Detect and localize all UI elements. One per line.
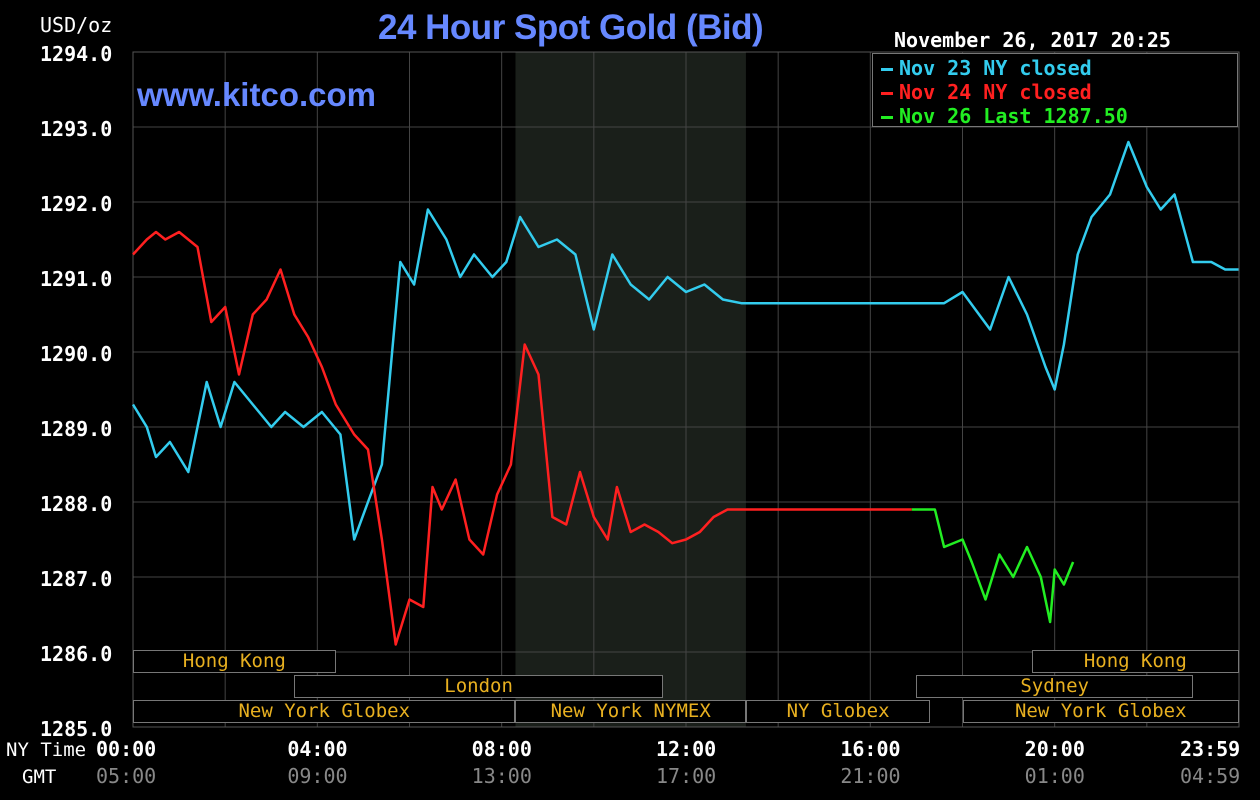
chart-title: 24 Hour Spot Gold (Bid) — [378, 8, 764, 47]
y-tick-label: 1287.0 — [40, 567, 113, 591]
x-tick-label-gmt: 17:00 — [656, 764, 717, 788]
y-tick-label: 1291.0 — [40, 267, 113, 291]
legend-item-nov23: Nov 23 NY closed — [881, 56, 1092, 80]
y-tick-label: 1285.0 — [40, 717, 113, 741]
x-tick-label-gmt: 04:59 — [1180, 764, 1241, 788]
session-ny-globex: NY Globex — [745, 700, 931, 723]
session-hong-kong: Hong Kong — [133, 650, 336, 673]
y-tick-label: 1293.0 — [40, 117, 113, 141]
y-tick-label: 1292.0 — [40, 192, 113, 216]
timestamp: November 26, 2017 20:25 — [894, 28, 1171, 52]
legend: Nov 23 NY closed Nov 24 NY closed Nov 26… — [872, 53, 1238, 128]
y-tick-label: 1289.0 — [40, 417, 113, 441]
highlight-band — [515, 52, 746, 727]
session-new-york-nymex: New York NYMEX — [515, 700, 746, 723]
x-tick-label-ny: 08:00 — [471, 737, 532, 761]
y-tick-label: 1290.0 — [40, 342, 113, 366]
session-london: London — [294, 675, 663, 698]
x-tick-label-ny: 04:00 — [287, 737, 348, 761]
x-tick-label-ny: 23:59 — [1180, 737, 1241, 761]
y-tick-label: 1294.0 — [40, 42, 113, 66]
x-tick-label-gmt: 13:00 — [471, 764, 532, 788]
gmt-label: GMT — [22, 766, 57, 788]
legend-item-nov24: Nov 24 NY closed — [881, 80, 1092, 104]
ny-time-label: NY Time — [6, 739, 87, 761]
legend-swatch-nov26 — [881, 116, 893, 119]
y-tick-label: 1286.0 — [40, 642, 113, 666]
legend-swatch-nov23 — [881, 68, 893, 71]
x-tick-label-gmt: 09:00 — [287, 764, 348, 788]
session-new-york-globex: New York Globex — [133, 700, 516, 723]
session-new-york-globex: New York Globex — [962, 700, 1239, 723]
legend-label-nov23: Nov 23 NY closed — [899, 56, 1092, 80]
grid-lines — [132, 51, 1240, 728]
series-line-nov23 — [131, 140, 1239, 541]
series-line-nov24 — [132, 230, 912, 646]
session-hong-kong: Hong Kong — [1031, 650, 1239, 673]
unit-label: USD/oz — [40, 13, 113, 37]
x-tick-label-gmt: 01:00 — [1024, 764, 1085, 788]
legend-swatch-nov24 — [881, 92, 893, 95]
x-tick-label-ny: 12:00 — [656, 737, 717, 761]
legend-item-nov26: Nov 26 Last 1287.50 — [881, 104, 1128, 128]
x-tick-label-gmt: 05:00 — [96, 764, 157, 788]
legend-label-nov24: Nov 24 NY closed — [899, 80, 1092, 104]
x-tick-label-gmt: 21:00 — [840, 764, 901, 788]
legend-label-nov26: Nov 26 Last 1287.50 — [899, 104, 1128, 128]
plot-frame — [132, 51, 1240, 728]
session-sydney: Sydney — [916, 675, 1193, 698]
x-tick-label-ny: 20:00 — [1024, 737, 1085, 761]
y-tick-label: 1288.0 — [40, 492, 113, 516]
website-label: www.kitco.com — [137, 76, 376, 113]
series-line-nov26 — [911, 508, 1075, 624]
x-tick-label-ny: 00:00 — [96, 737, 157, 761]
series-lines — [131, 140, 1239, 646]
x-tick-label-ny: 16:00 — [840, 737, 901, 761]
